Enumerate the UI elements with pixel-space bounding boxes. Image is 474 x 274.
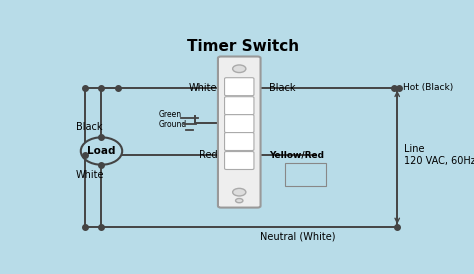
Text: White: White: [76, 170, 104, 180]
Text: Black: Black: [269, 83, 295, 93]
Ellipse shape: [81, 137, 122, 165]
FancyBboxPatch shape: [225, 133, 254, 150]
FancyBboxPatch shape: [218, 56, 261, 208]
FancyBboxPatch shape: [225, 152, 254, 170]
Text: Neutral (White): Neutral (White): [260, 231, 336, 241]
Text: Green
Ground: Green Ground: [158, 110, 187, 129]
Text: Load: Load: [87, 146, 116, 156]
Text: Red: Red: [199, 150, 217, 160]
FancyBboxPatch shape: [225, 78, 254, 96]
Text: Yellow/Red: Yellow/Red: [269, 151, 324, 160]
Text: Timer Switch: Timer Switch: [187, 39, 299, 54]
Text: Insulating
Label: Insulating Label: [288, 168, 323, 181]
FancyBboxPatch shape: [285, 163, 326, 186]
Circle shape: [233, 65, 246, 73]
Text: Line
120 VAC, 60Hz: Line 120 VAC, 60Hz: [404, 144, 474, 166]
Text: Hot (Black): Hot (Black): [403, 83, 453, 92]
Text: White: White: [189, 83, 217, 93]
Circle shape: [236, 198, 243, 203]
Text: Black: Black: [76, 122, 102, 132]
Circle shape: [233, 188, 246, 196]
FancyBboxPatch shape: [225, 97, 254, 115]
FancyBboxPatch shape: [225, 115, 254, 133]
